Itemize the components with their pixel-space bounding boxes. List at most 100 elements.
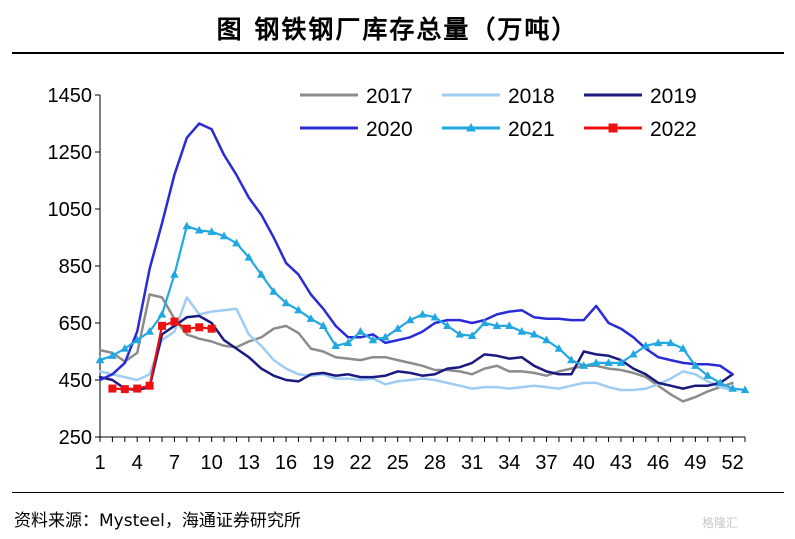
data-point-2021 (120, 344, 130, 352)
legend: 2017 2018 2019 2020 2021 2022 (300, 85, 697, 141)
series-line-2017 (98, 293, 734, 403)
data-point-2021 (269, 287, 278, 295)
data-point-2021 (467, 331, 477, 339)
legend-marker-2022 (608, 123, 618, 133)
data-point-2021 (405, 315, 415, 324)
data-point-2022 (133, 384, 142, 393)
data-point-2021 (219, 231, 229, 240)
x-tick-label: 4 (132, 452, 143, 474)
data-point-2022 (170, 317, 179, 326)
data-point-2022 (158, 321, 167, 330)
data-point-2021 (517, 327, 527, 335)
y-tick-label: 450 (59, 370, 92, 392)
x-tick-label: 19 (312, 452, 334, 474)
data-point-2021 (740, 385, 750, 394)
data-point-2021 (381, 332, 390, 341)
data-point-2022 (145, 381, 154, 390)
legend-label-2019: 2019 (650, 85, 697, 108)
legend-label-2022: 2022 (650, 118, 697, 141)
data-point-2021 (616, 358, 626, 367)
y-tick-label: 1450 (48, 85, 93, 107)
data-point-2022 (120, 385, 129, 394)
legend-marker-2021 (466, 123, 476, 132)
data-point-2021 (529, 329, 539, 338)
data-point-2021 (653, 338, 663, 347)
data-point-2021 (604, 358, 613, 367)
x-tick-label: 46 (647, 452, 669, 474)
series-line-2020 (98, 122, 734, 382)
data-point-2021 (207, 227, 216, 235)
data-point-2021 (331, 341, 340, 349)
data-point-2021 (629, 349, 638, 358)
chart-title: 图 钢铁钢厂库存总量（万吨） (216, 15, 579, 44)
y-tick-label: 1050 (48, 199, 93, 221)
data-point-2022 (182, 324, 191, 333)
x-tick-label: 31 (461, 452, 483, 474)
source-note: 资料来源：Mysteel，海通证券研究所 (14, 511, 301, 531)
data-point-2021 (691, 361, 700, 369)
data-point-2021 (492, 321, 502, 329)
legend-label-2021: 2021 (508, 118, 555, 141)
data-point-2021 (393, 324, 402, 332)
watermark: 格隆汇 (702, 516, 739, 530)
axes: 250 450 650 850 1050 1250 1450 1 4 7 10 13 16 19 22 25 2… (48, 85, 746, 474)
data-point-2021 (232, 238, 241, 247)
data-point-2022 (207, 324, 216, 333)
data-point-2021 (368, 335, 378, 344)
y-tick-label: 850 (59, 256, 92, 278)
x-tick-label: 34 (498, 452, 520, 474)
x-tick-label: 37 (535, 452, 557, 474)
data-point-2021 (306, 314, 316, 322)
data-point-2022 (195, 323, 204, 332)
data-point-2021 (579, 361, 589, 369)
data-point-2021 (455, 329, 464, 338)
data-point-2021 (480, 318, 489, 327)
data-point-2021 (95, 355, 105, 364)
source-divider (12, 492, 784, 493)
data-point-2021 (703, 371, 713, 379)
x-tick-label: 52 (721, 452, 743, 474)
x-tick-label: 22 (349, 452, 371, 474)
data-point-2021 (108, 351, 117, 359)
data-point-2021 (256, 270, 266, 278)
title-divider (12, 52, 784, 54)
data-point-2021 (356, 327, 365, 335)
data-point-2021 (505, 321, 514, 329)
data-point-2021 (418, 309, 427, 318)
series-line-2018 (98, 296, 734, 392)
data-point-2021 (591, 358, 601, 367)
x-tick-label: 16 (275, 452, 297, 474)
data-point-2021 (666, 338, 675, 347)
x-tick-label: 7 (169, 452, 180, 474)
x-tick-label: 25 (387, 452, 409, 474)
legend-label-2017: 2017 (366, 85, 413, 108)
data-point-2021 (343, 338, 353, 347)
data-point-2021 (294, 305, 303, 314)
data-point-2021 (318, 321, 328, 329)
legend-label-2020: 2020 (366, 118, 413, 141)
data-point-2021 (145, 327, 154, 335)
x-tick-label: 10 (201, 452, 223, 474)
x-tick-label: 13 (238, 452, 260, 474)
data-point-2021 (157, 309, 167, 318)
x-tick-label: 49 (684, 452, 706, 474)
data-point-2021 (554, 344, 564, 352)
y-tick-label: 650 (59, 313, 92, 335)
data-point-2021 (132, 335, 142, 344)
series-layer (95, 122, 750, 403)
data-point-2021 (182, 221, 192, 230)
x-tick-label: 43 (610, 452, 632, 474)
x-tick-label: 1 (94, 452, 105, 474)
y-tick-label: 1250 (48, 142, 93, 164)
data-point-2021 (430, 312, 440, 321)
data-point-2021 (542, 335, 551, 344)
data-point-2021 (281, 298, 291, 307)
x-tick-label: 40 (573, 452, 595, 474)
data-point-2021 (567, 355, 576, 364)
data-point-2021 (443, 321, 452, 329)
data-point-2021 (728, 384, 737, 392)
data-point-2021 (678, 344, 688, 352)
data-point-2022 (108, 384, 117, 393)
data-point-2021 (641, 341, 651, 349)
